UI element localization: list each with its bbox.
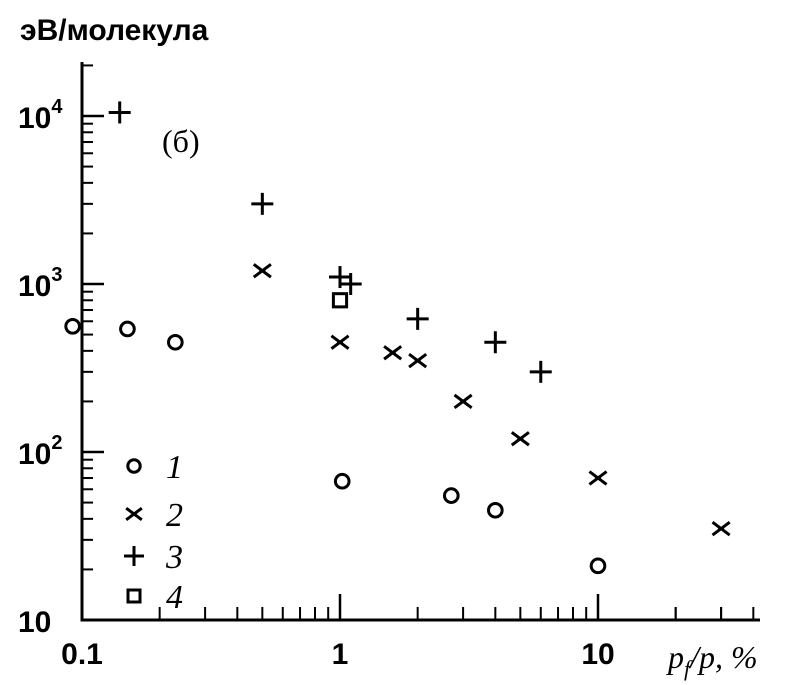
data-point-series-1 [589,557,607,575]
data-point-series-3 [406,307,429,330]
ticks [80,64,755,622]
data-point-series-3 [529,360,552,383]
y-axis-label: эВ/молекула [20,14,209,47]
legend-label-1: 1 [166,449,183,486]
legend-label-3: 3 [165,539,183,576]
data-point-series-1 [442,487,460,504]
x-axis-label: pf/p, % [666,639,758,681]
legend-label-2: 2 [166,497,183,534]
panel-label: (б) [162,123,200,159]
data-point-series-1 [119,320,136,338]
legend: 1 2 34 [124,449,183,616]
data-point-series-3 [339,273,362,295]
legend-marker-2 [125,506,143,522]
axes [80,62,760,622]
data-point-series-2 [383,345,403,361]
x-tick-label: 0.1 [61,638,103,671]
tick-labels: 0.1 1 10 10 102 103 104 [18,96,615,671]
data-point-series-2 [711,520,731,537]
y-tick-label: 102 [18,432,63,471]
data-point-series-2 [510,431,530,447]
data-point-series-2 [330,334,350,350]
data-point-series-3 [251,192,274,215]
data-point-series-2 [588,470,608,486]
legend-marker-3 [124,546,144,566]
x-tick-label: 1 [332,638,349,671]
data-point-series-1 [64,317,81,335]
y-tick-label: 103 [18,264,63,303]
data-point-series-3 [108,101,131,124]
data-point-series-1 [167,333,184,351]
data-point-series-3 [484,331,507,354]
data-points [64,101,731,575]
legend-marker-1 [126,458,142,474]
data-point-series-2 [453,393,473,410]
x-tick-label: 10 [581,638,614,671]
legend-marker-4 [126,588,142,604]
y-tick-label: 104 [18,96,63,135]
data-point-series-2 [252,263,272,279]
data-point-series-2 [408,352,428,369]
data-point-series-1 [333,472,351,490]
data-point-series-1 [487,501,504,519]
legend-label-4: 4 [166,579,183,616]
y-tick-label: 10 [18,606,51,639]
data-point-series-4 [331,292,349,309]
